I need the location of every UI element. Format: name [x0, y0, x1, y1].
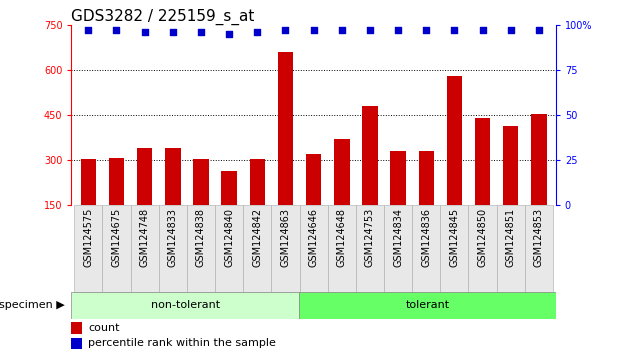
- Text: GSM124675: GSM124675: [112, 208, 122, 267]
- Point: [196, 29, 206, 35]
- Text: GSM124842: GSM124842: [252, 208, 262, 267]
- Text: GSM124840: GSM124840: [224, 208, 234, 267]
- Bar: [419, 151, 434, 205]
- Bar: [503, 126, 519, 205]
- Bar: [81, 159, 96, 205]
- Bar: [165, 148, 181, 205]
- Point: [365, 27, 375, 33]
- Point: [337, 27, 347, 33]
- FancyBboxPatch shape: [243, 205, 271, 292]
- Bar: [531, 114, 546, 205]
- FancyBboxPatch shape: [159, 205, 187, 292]
- Point: [252, 29, 262, 35]
- FancyBboxPatch shape: [356, 205, 384, 292]
- Point: [450, 27, 460, 33]
- Bar: [71, 322, 82, 334]
- Bar: [71, 337, 82, 349]
- FancyBboxPatch shape: [497, 205, 525, 292]
- FancyBboxPatch shape: [468, 205, 497, 292]
- Text: GSM124863: GSM124863: [281, 208, 291, 267]
- Text: GDS3282 / 225159_s_at: GDS3282 / 225159_s_at: [71, 8, 255, 25]
- Point: [140, 29, 150, 35]
- Bar: [250, 159, 265, 205]
- FancyBboxPatch shape: [299, 205, 328, 292]
- Point: [112, 27, 122, 33]
- Text: GSM124836: GSM124836: [421, 208, 431, 267]
- FancyBboxPatch shape: [102, 205, 130, 292]
- Point: [224, 31, 234, 37]
- Bar: [475, 118, 491, 205]
- FancyBboxPatch shape: [71, 292, 299, 319]
- Point: [309, 27, 319, 33]
- Point: [281, 27, 291, 33]
- Bar: [306, 154, 321, 205]
- Point: [393, 27, 403, 33]
- FancyBboxPatch shape: [130, 205, 159, 292]
- Text: percentile rank within the sample: percentile rank within the sample: [88, 338, 276, 348]
- Point: [421, 27, 431, 33]
- Bar: [391, 151, 406, 205]
- Point: [505, 27, 515, 33]
- FancyBboxPatch shape: [328, 205, 356, 292]
- Text: GSM124648: GSM124648: [337, 208, 347, 267]
- Text: GSM124834: GSM124834: [393, 208, 403, 267]
- FancyBboxPatch shape: [412, 205, 440, 292]
- Text: GSM124753: GSM124753: [365, 208, 375, 267]
- Point: [168, 29, 178, 35]
- Bar: [334, 139, 350, 205]
- Bar: [137, 148, 152, 205]
- Text: GSM124748: GSM124748: [140, 208, 150, 267]
- Text: specimen ▶: specimen ▶: [0, 300, 65, 310]
- FancyBboxPatch shape: [271, 205, 299, 292]
- Point: [534, 27, 544, 33]
- Text: GSM124850: GSM124850: [478, 208, 487, 267]
- Text: GSM124845: GSM124845: [450, 208, 460, 267]
- Text: count: count: [88, 323, 120, 333]
- FancyBboxPatch shape: [215, 205, 243, 292]
- Text: GSM124833: GSM124833: [168, 208, 178, 267]
- Bar: [278, 52, 293, 205]
- Text: GSM124851: GSM124851: [505, 208, 515, 267]
- Bar: [221, 171, 237, 205]
- FancyBboxPatch shape: [384, 205, 412, 292]
- FancyBboxPatch shape: [75, 205, 102, 292]
- Bar: [109, 158, 124, 205]
- Text: GSM124646: GSM124646: [309, 208, 319, 267]
- Text: GSM124838: GSM124838: [196, 208, 206, 267]
- FancyBboxPatch shape: [525, 205, 553, 292]
- FancyBboxPatch shape: [440, 205, 468, 292]
- Bar: [193, 159, 209, 205]
- Text: GSM124575: GSM124575: [83, 208, 93, 267]
- Text: GSM124853: GSM124853: [534, 208, 544, 267]
- Bar: [446, 76, 462, 205]
- Point: [83, 27, 93, 33]
- Point: [478, 27, 487, 33]
- Text: tolerant: tolerant: [406, 300, 450, 310]
- Bar: [362, 106, 378, 205]
- FancyBboxPatch shape: [299, 292, 556, 319]
- Text: non-tolerant: non-tolerant: [151, 300, 220, 310]
- FancyBboxPatch shape: [187, 205, 215, 292]
